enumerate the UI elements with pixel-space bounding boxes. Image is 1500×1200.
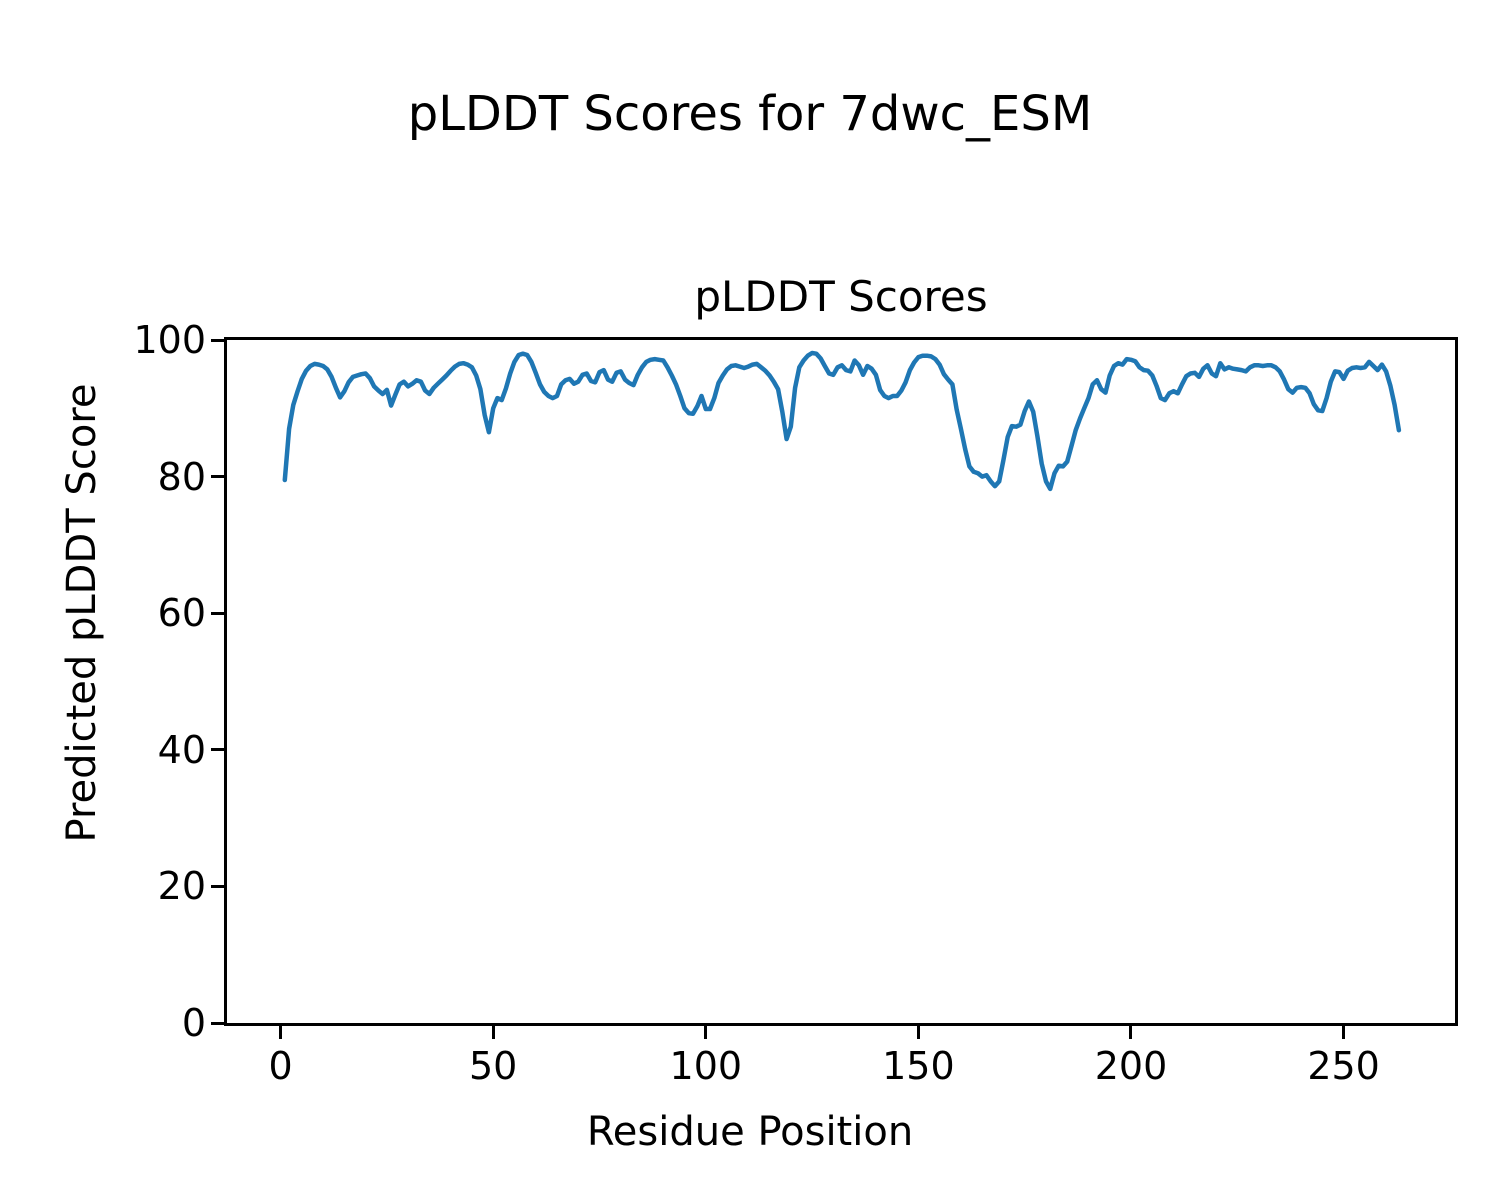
- figure-suptitle: pLDDT Scores for 7dwc_ESM: [407, 86, 1093, 142]
- y-tick-label: 60: [157, 591, 206, 636]
- plddt-line-series: [282, 350, 1402, 492]
- x-tick-mark: [1129, 1026, 1133, 1039]
- x-tick-mark: [1342, 1026, 1346, 1039]
- x-tick-label: 200: [1094, 1044, 1168, 1088]
- y-tick-mark: [211, 611, 224, 615]
- x-tick-label: 150: [882, 1044, 955, 1088]
- y-tick-mark: [211, 338, 224, 342]
- y-tick-mark: [211, 1021, 224, 1025]
- line-chart-canvas: [282, 350, 1402, 492]
- y-tick-mark: [211, 884, 224, 888]
- x-tick-mark: [916, 1026, 920, 1039]
- y-tick-label: 80: [157, 454, 206, 499]
- x-tick-mark: [704, 1026, 708, 1039]
- x-tick-label: 250: [1307, 1044, 1380, 1088]
- x-tick-mark: [279, 1026, 283, 1039]
- y-tick-label: 0: [181, 1001, 206, 1045]
- x-axis-label: Residue Position: [586, 1109, 914, 1155]
- y-tick-label: 40: [157, 727, 206, 772]
- y-tick-mark: [211, 748, 224, 752]
- y-axis-label: Predicted pLDDT Score: [59, 383, 105, 843]
- y-tick-label: 100: [133, 318, 206, 362]
- y-tick-mark: [211, 475, 224, 479]
- x-tick-label: 50: [468, 1044, 518, 1088]
- x-tick-label: 100: [669, 1044, 743, 1088]
- axes-title: pLDDT Scores: [694, 272, 988, 321]
- x-tick-label: 0: [268, 1044, 293, 1088]
- y-tick-label: 20: [157, 864, 206, 909]
- x-tick-mark: [491, 1026, 495, 1039]
- plot-area: [224, 337, 1458, 1026]
